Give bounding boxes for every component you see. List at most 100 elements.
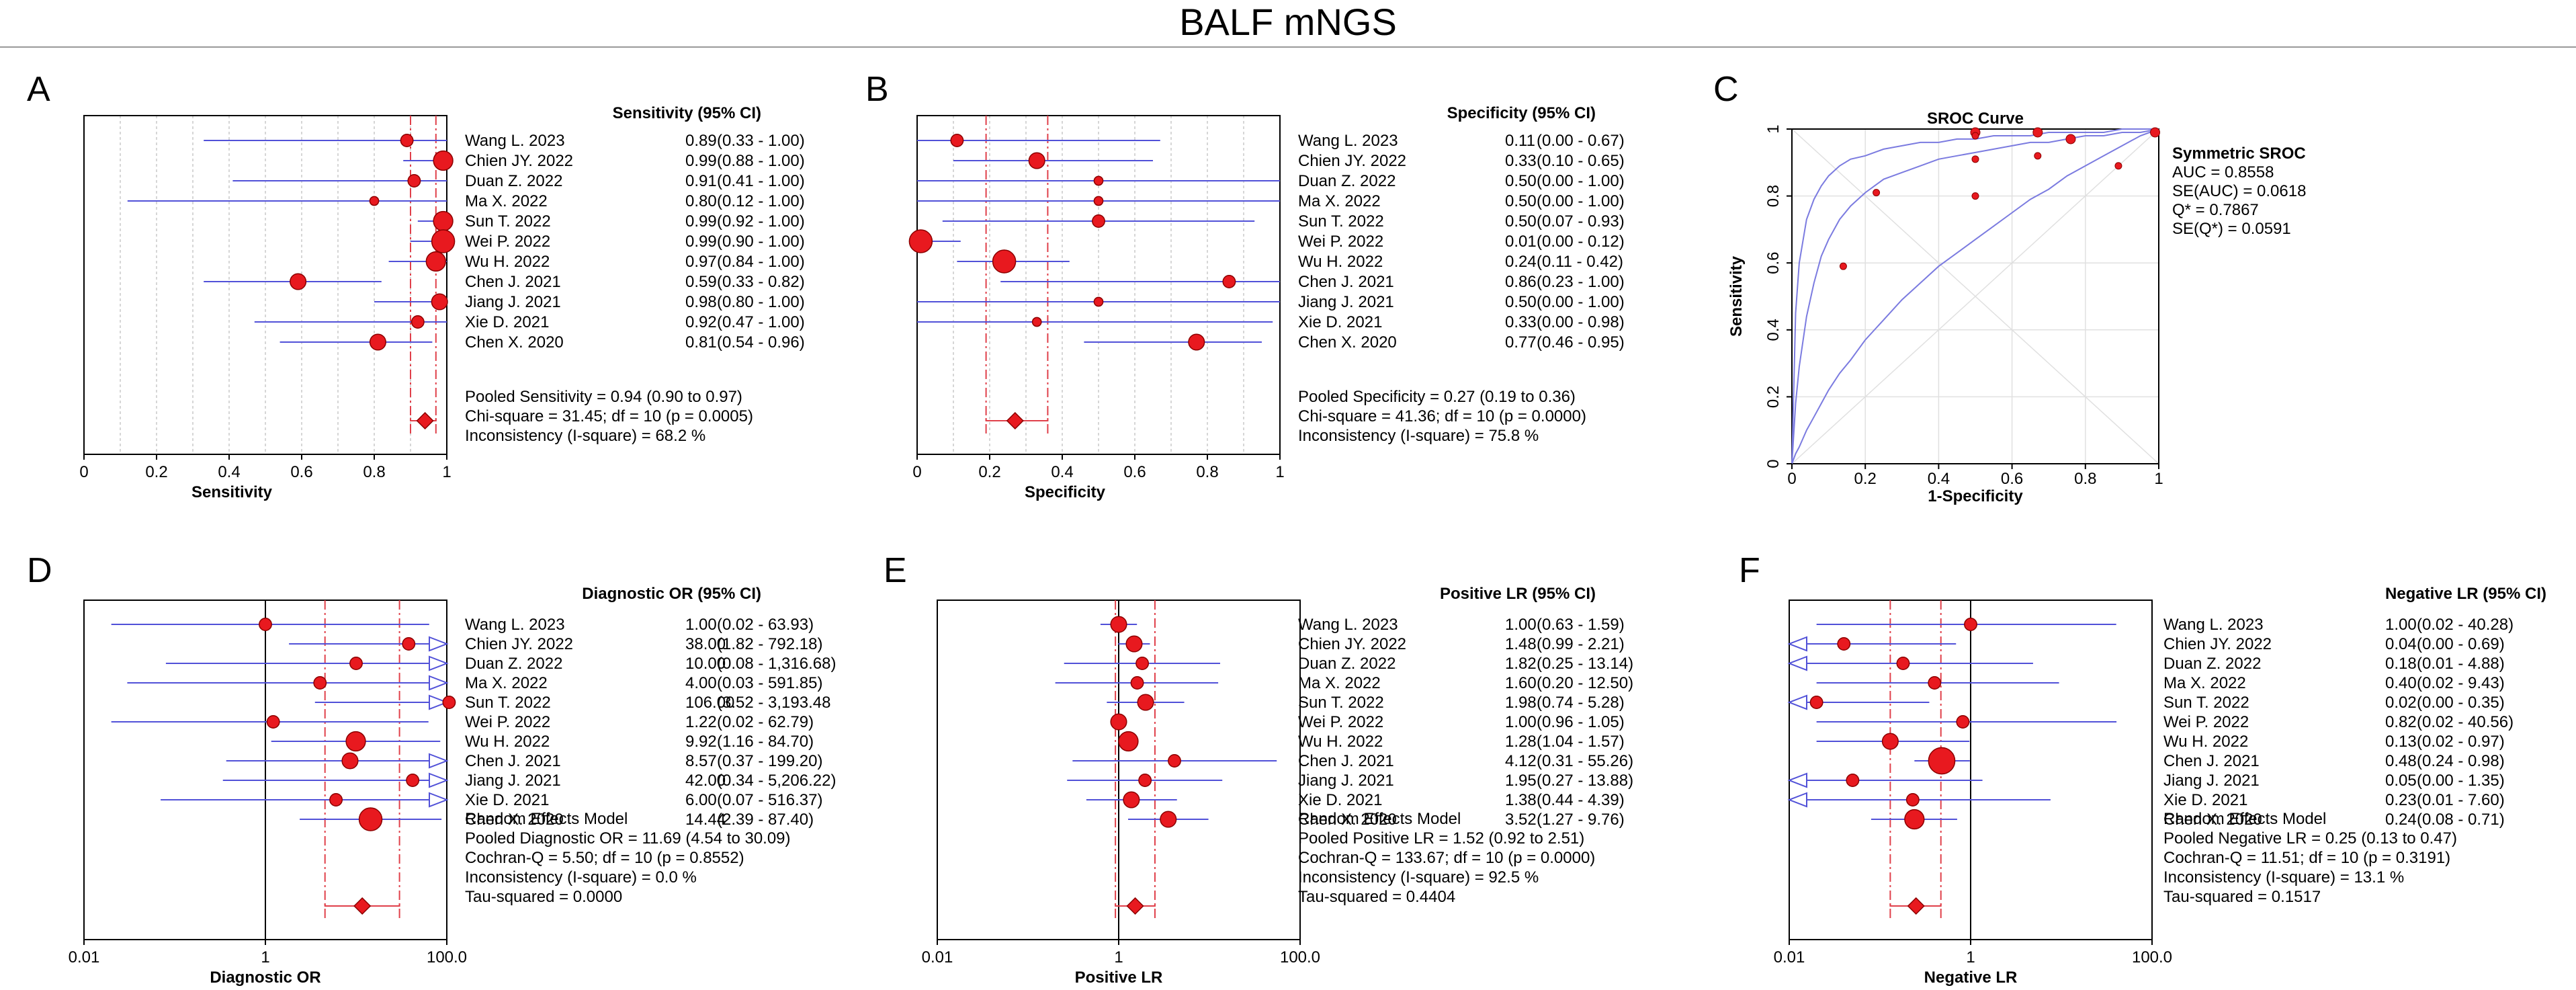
x-tick-label: 0.01 xyxy=(922,948,953,966)
study-ci: (0.00 - 0.35) xyxy=(2417,694,2505,712)
x-tick-label: 100.0 xyxy=(2132,948,2172,966)
summary-line: Chi-square = 31.45; df = 10 (p = 0.0005) xyxy=(465,407,753,425)
sroc-point xyxy=(2114,162,2122,170)
study-label: Jiang J. 2021 xyxy=(2163,772,2260,790)
study-label: Ma X. 2022 xyxy=(465,674,548,692)
study-value: 0.50 xyxy=(1505,212,1537,231)
sroc-lower-ci-curve xyxy=(1791,128,2159,464)
study-point xyxy=(1031,317,1042,327)
y-tick-label: 0.8 xyxy=(1764,185,1783,207)
ci-arrow-right xyxy=(429,792,449,808)
x-tick-label: 1 xyxy=(1966,948,1975,966)
study-label: Wang L. 2023 xyxy=(465,616,565,634)
x-tick-label: 0.8 xyxy=(363,463,385,481)
study-label: Wang L. 2023 xyxy=(465,132,565,150)
sroc-point xyxy=(1971,132,1979,140)
ci-arrow-right xyxy=(429,753,449,769)
study-ci: (0.00 - 1.00) xyxy=(1537,172,1625,190)
study-label: Wang L. 2023 xyxy=(1298,616,1398,634)
y-axis-title: Sensitivity xyxy=(1727,255,1746,337)
x-tick-label: 0 xyxy=(912,463,921,481)
study-value: 1.48 xyxy=(1505,635,1537,653)
study-ci: (3.52 - 3,193.48 xyxy=(717,694,830,712)
ci-arrow-right xyxy=(429,675,449,691)
column-header: Positive LR (95% CI) xyxy=(1440,585,1596,603)
study-label: Wu H. 2022 xyxy=(1298,733,1383,751)
summary-line: Inconsistency (I-square) = 75.8 % xyxy=(1298,427,1539,445)
study-value: 0.11 xyxy=(1505,132,1535,150)
study-ci: (0.44 - 4.39) xyxy=(1537,791,1625,809)
study-label: Wu H. 2022 xyxy=(465,733,550,751)
study-value: 0.89 xyxy=(685,132,717,150)
study-label: Jiang J. 2021 xyxy=(465,772,561,790)
study-label: Duan Z. 2022 xyxy=(465,655,562,673)
study-ci: (0.63 - 1.59) xyxy=(1537,616,1625,634)
study-label: Sun T. 2022 xyxy=(1298,694,1384,712)
study-value: 0.50 xyxy=(1505,172,1537,190)
study-point xyxy=(259,618,272,631)
x-tick-label: 0.6 xyxy=(290,463,312,481)
diagonal-line xyxy=(1791,128,2159,464)
study-value: 0.13 xyxy=(2385,733,2417,751)
study-label: Wang L. 2023 xyxy=(2163,616,2264,634)
study-value: 0.24 xyxy=(1505,253,1537,271)
study-ci: (0.02 - 62.79) xyxy=(717,713,814,731)
sroc-stats-title: Symmetric SROC xyxy=(2172,145,2306,163)
study-point xyxy=(290,273,307,290)
study-point xyxy=(406,774,420,787)
study-value: 1.28 xyxy=(1505,733,1537,751)
study-value: 106.00 xyxy=(685,694,734,712)
forest-plot-d: D Wang L. 2023 1.00 (0.02 - 63.93) Chien JY.… xyxy=(27,551,836,987)
study-value: 0.99 xyxy=(685,233,717,251)
study-point xyxy=(1956,715,1970,729)
study-value: 0.50 xyxy=(1505,192,1537,210)
x-tick-label: 0 xyxy=(1787,470,1796,488)
study-value: 4.00 xyxy=(685,674,717,692)
sroc-point xyxy=(2034,152,2042,160)
study-value: 0.05 xyxy=(2385,772,2417,790)
study-ci: (0.47 - 1.00) xyxy=(717,313,805,331)
study-label: Sun T. 2022 xyxy=(465,212,551,231)
summary-line: Cochran-Q = 5.50; df = 10 (p = 0.8552) xyxy=(465,849,744,867)
study-label: Chen J. 2021 xyxy=(465,273,561,291)
study-value: 8.57 xyxy=(685,752,717,770)
summary-line: Random Effects Model xyxy=(2163,810,2326,828)
study-ci: (0.33 - 0.82) xyxy=(717,273,805,291)
study-point xyxy=(1110,713,1127,731)
x-tick-label: 1 xyxy=(442,463,451,481)
study-point xyxy=(425,251,446,272)
study-point xyxy=(1110,616,1127,633)
study-label: Jiang J. 2021 xyxy=(465,293,561,311)
study-label: Chen X. 2020 xyxy=(465,333,564,352)
study-ci: (0.00 - 0.98) xyxy=(1537,313,1625,331)
study-value: 1.98 xyxy=(1505,694,1537,712)
forest-plot-a: A Wang L. 2023 0.89 (0.33 - 1.00) Chien JY. … xyxy=(27,70,805,501)
study-value: 1.82 xyxy=(1505,655,1537,673)
study-label: Wu H. 2022 xyxy=(1298,253,1383,271)
study-value: 0.86 xyxy=(1505,273,1537,291)
study-value: 0.24 xyxy=(2385,811,2417,829)
summary-line: Cochran-Q = 11.51; df = 10 (p = 0.3191) xyxy=(2163,849,2450,867)
study-value: 0.99 xyxy=(685,152,717,170)
y-tick-label: 0.4 xyxy=(1764,319,1783,341)
study-point xyxy=(411,315,425,329)
study-point xyxy=(407,174,421,188)
study-point xyxy=(1137,694,1154,711)
study-ci: (0.46 - 0.95) xyxy=(1537,333,1625,352)
x-tick-label: 0.8 xyxy=(2074,470,2096,488)
panels: A Wang L. 2023 0.89 (0.33 - 1.00) Chien JY. … xyxy=(27,70,2546,987)
summary-line: Inconsistency (I-square) = 68.2 % xyxy=(465,427,705,445)
column-header: Sensitivity (95% CI) xyxy=(613,104,761,122)
study-label: Chen X. 2020 xyxy=(1298,333,1397,352)
study-value: 1.95 xyxy=(1505,772,1537,790)
study-label: Chen J. 2021 xyxy=(1298,752,1394,770)
study-ci: (0.99 - 2.21) xyxy=(1537,635,1625,653)
study-point xyxy=(1964,618,1977,631)
study-point xyxy=(1093,175,1104,186)
pooled-diamond xyxy=(416,411,434,430)
study-ci: (0.24 - 0.98) xyxy=(2417,752,2505,770)
sroc-curve xyxy=(1791,128,2159,464)
x-axis-title: Diagnostic OR xyxy=(210,968,320,987)
x-tick-label: 1 xyxy=(1114,948,1123,966)
study-point xyxy=(1905,793,1920,807)
